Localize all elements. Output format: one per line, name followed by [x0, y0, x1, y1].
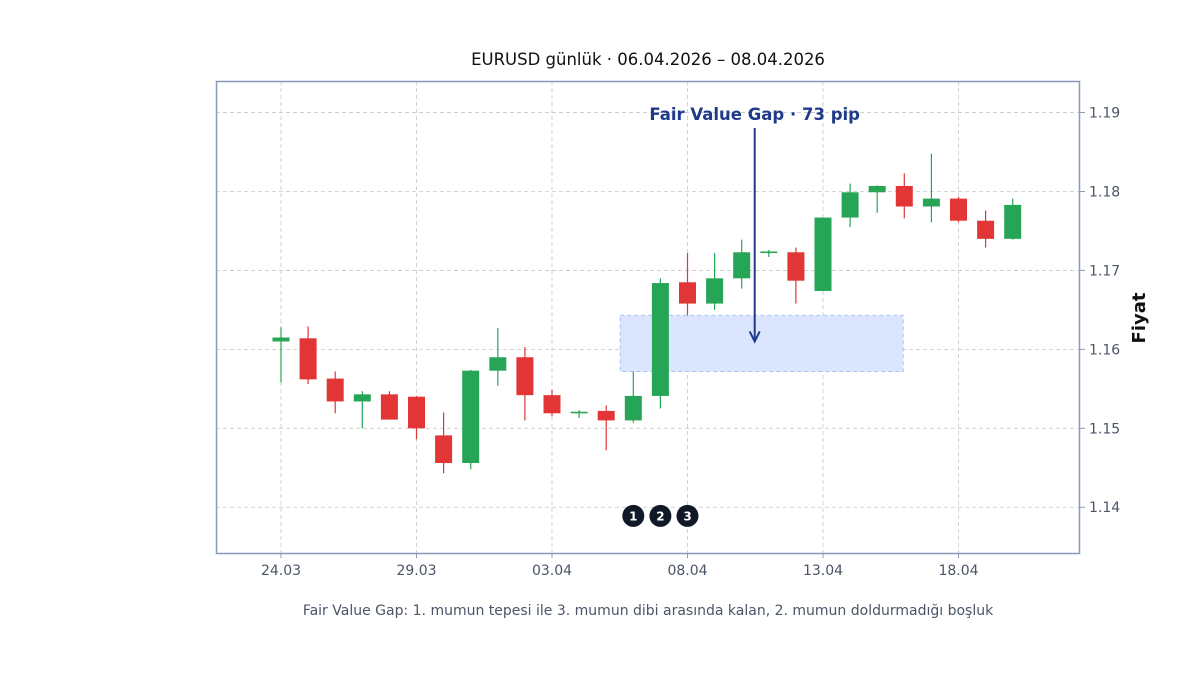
candle-body: [624, 395, 642, 421]
candle-number-marker: [622, 504, 645, 527]
plot-frame: [215, 80, 1081, 555]
y-tick-label: 1.16: [1089, 342, 1120, 358]
candle-body: [462, 370, 480, 464]
candle-body: [787, 252, 805, 281]
candle-number-marker: [649, 504, 672, 527]
candle-body: [597, 410, 615, 421]
candle-body: [977, 220, 995, 239]
candle-body: [679, 282, 696, 304]
candle-body: [543, 395, 561, 414]
y-tick-label: 1.18: [1089, 185, 1120, 201]
annotation-arrowhead: [748, 331, 761, 344]
chart-caption: Fair Value Gap: 1. mumun tepesi ile 3. m…: [302, 603, 994, 619]
candle-number-label: 1: [629, 509, 637, 523]
candles-layer: [272, 153, 1022, 474]
candle-body: [895, 185, 913, 207]
candle-body: [570, 411, 588, 414]
candle-body: [299, 338, 317, 380]
candle-body: [380, 394, 398, 420]
candle-body: [733, 252, 751, 279]
candle-number-label: 2: [656, 509, 664, 523]
x-tick-label: 08.04: [667, 563, 707, 579]
x-tick-label: 03.04: [532, 563, 572, 579]
candle-body: [841, 192, 859, 218]
candle-body: [408, 396, 425, 429]
candle-body: [1004, 204, 1022, 239]
axis-layer: 1.14 1.15 1.16 1.17 1.18 1.19 24.03 29.03 03.04 0…: [261, 106, 1120, 579]
grid-layer: [216, 81, 1080, 553]
y-tick-label: 1.17: [1089, 263, 1120, 279]
annotation-layer: Fair Value Gap · 73 pip 1 2 3: [622, 105, 860, 527]
y-axis-label: Fiyat: [1129, 292, 1150, 343]
candle-body: [950, 198, 967, 221]
candle-body: [814, 217, 832, 291]
chart-title: EURUSD günlük · 06.04.2026 – 08.04.2026: [471, 50, 825, 69]
candle-body: [706, 278, 724, 304]
candle-body: [516, 357, 534, 396]
candle-body: [435, 435, 453, 464]
candle-number-label: 3: [683, 509, 691, 523]
x-tick-label: 24.03: [261, 563, 301, 579]
y-tick-label: 1.15: [1089, 421, 1120, 437]
y-tick-label: 1.14: [1089, 500, 1120, 516]
x-tick-label: 29.03: [396, 563, 436, 579]
candle-body: [489, 357, 507, 371]
candle-body: [326, 378, 344, 402]
x-tick-label: 18.04: [938, 563, 978, 579]
candle-body: [353, 394, 371, 402]
y-tick-label: 1.19: [1089, 106, 1120, 122]
candle-body: [272, 337, 290, 342]
annotation-label: Fair Value Gap · 73 pip: [649, 105, 860, 124]
candle-body: [868, 185, 886, 193]
candle-body: [922, 198, 940, 207]
candle-body: [651, 283, 669, 396]
candle-number-marker: [676, 504, 699, 527]
candle-body: [760, 251, 778, 254]
x-tick-label: 13.04: [803, 563, 843, 579]
